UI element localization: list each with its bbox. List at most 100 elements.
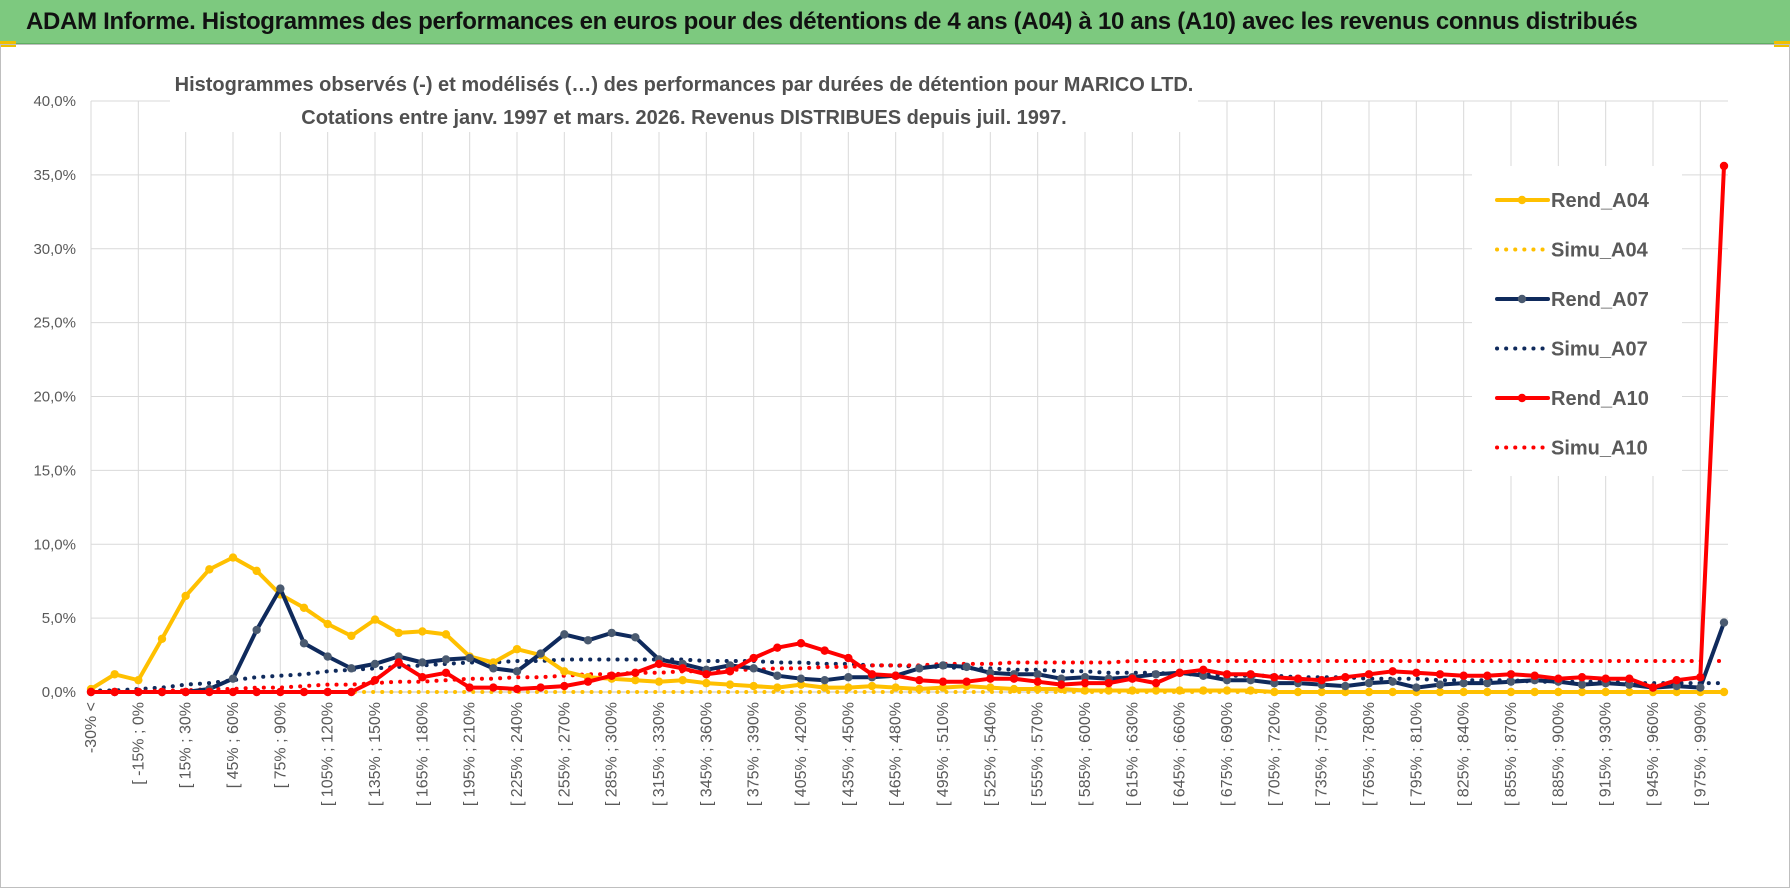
x-tick-label: [ 465% ; 480% <box>888 702 905 806</box>
x-tick-label: [ 45% ; 60% <box>225 702 242 788</box>
data-point-rend_a07 <box>1151 670 1161 679</box>
y-tick-label: 40,0% <box>33 93 76 110</box>
data-point-rend_a04 <box>1317 687 1326 697</box>
data-point-rend_a04 <box>1388 687 1397 697</box>
data-point-rend_a04 <box>110 670 119 679</box>
data-point-rend_a04 <box>1672 687 1681 697</box>
data-point-rend_a10 <box>1317 675 1326 685</box>
data-point-rend_a10 <box>86 687 96 697</box>
legend-label: Rend_A04 <box>1551 190 1650 212</box>
legend-label: Rend_A07 <box>1551 289 1649 311</box>
series-line-simu_a10 <box>89 659 1726 694</box>
data-point-rend_a07 <box>1270 678 1279 688</box>
data-point-rend_a04 <box>1033 684 1042 694</box>
data-point-rend_a07 <box>1388 677 1397 686</box>
legend-background <box>1472 166 1682 476</box>
data-point-rend_a07 <box>228 674 238 683</box>
x-tick-label: [ 255% ; 270% <box>556 702 573 806</box>
data-point-rend_a10 <box>631 668 640 677</box>
data-point-rend_a04 <box>252 566 261 576</box>
data-point-rend_a10 <box>1388 667 1397 676</box>
data-point-rend_a10 <box>560 681 569 691</box>
y-tick-label: 0,0% <box>42 684 76 701</box>
x-tick-label: [ 375% ; 390% <box>746 702 763 806</box>
data-point-rend_a07 <box>725 661 735 670</box>
data-point-rend_a04 <box>489 658 498 667</box>
x-tick-label: [ 915% ; 930% <box>1598 702 1615 806</box>
data-point-rend_a04 <box>654 677 664 686</box>
data-point-rend_a10 <box>1648 683 1658 692</box>
data-point-rend_a07 <box>1506 677 1516 686</box>
x-tick-label: [ 945% ; 960% <box>1645 702 1662 806</box>
data-point-rend_a07 <box>1459 678 1468 688</box>
x-tick-label: [ 405% ; 420% <box>793 702 810 806</box>
data-point-rend_a10 <box>844 653 853 663</box>
legend-item-rend_a10: Rend_A10 <box>1495 388 1649 410</box>
data-point-rend_a10 <box>299 687 309 697</box>
x-tick-label: [ 585% ; 600% <box>1077 702 1094 806</box>
data-point-rend_a10 <box>1270 673 1279 682</box>
x-tick-label: [ 975% ; 990% <box>1692 702 1709 806</box>
x-tick-label: [ -15% ; 0% <box>130 702 147 785</box>
legend-item-rend_a07: Rend_A07 <box>1495 289 1649 311</box>
y-tick-label: 20,0% <box>33 389 76 406</box>
data-point-rend_a10 <box>205 687 214 697</box>
data-point-rend_a04 <box>1080 686 1090 695</box>
data-point-rend_a04 <box>418 627 427 636</box>
chart-title-background <box>170 64 1198 132</box>
data-point-rend_a10 <box>1459 671 1468 680</box>
x-tick-label: [ 795% ; 810% <box>1408 702 1425 806</box>
x-tick-label: [ 675% ; 690% <box>1219 702 1236 806</box>
y-tick-label: 10,0% <box>33 536 76 553</box>
x-tick-label: -30% < <box>83 702 100 753</box>
data-point-rend_a04 <box>891 683 900 692</box>
data-point-rend_a10 <box>323 687 332 697</box>
legend: Rend_A04 Simu_A04 Rend_A07 Simu_A07 Rend_A10… <box>1495 190 1650 460</box>
data-point-rend_a07 <box>796 674 806 683</box>
legend-label: Rend_A10 <box>1551 388 1649 410</box>
data-point-rend_a07 <box>1222 675 1232 685</box>
data-point-rend_a04 <box>134 675 143 685</box>
data-point-rend_a07 <box>370 659 380 669</box>
data-point-rend_a07 <box>631 633 640 642</box>
data-point-rend_a10 <box>1341 673 1350 682</box>
legend-marker <box>1517 294 1527 304</box>
data-point-rend_a04 <box>181 591 190 601</box>
x-tick-label: [ 615% ; 630% <box>1124 702 1141 806</box>
data-point-rend_a04 <box>370 615 380 624</box>
data-point-rend_a04 <box>228 553 238 562</box>
x-tick-label: [ 285% ; 300% <box>604 702 621 806</box>
legend-item-simu_a07: Simu_A07 <box>1495 339 1648 361</box>
data-point-rend_a04 <box>1222 686 1232 695</box>
data-point-rend_a07 <box>1435 680 1445 689</box>
data-point-rend_a10 <box>725 667 735 676</box>
data-point-rend_a07 <box>749 664 758 673</box>
series-line-rend_a10 <box>89 164 1726 694</box>
data-point-rend_a04 <box>1506 687 1516 697</box>
data-point-rend_a10 <box>134 687 143 697</box>
data-point-rend_a10 <box>583 677 593 686</box>
data-point-rend_a07 <box>418 658 427 667</box>
data-point-rend_a07 <box>512 667 522 676</box>
legend-label: Simu_A10 <box>1551 438 1648 460</box>
data-point-rend_a04 <box>157 634 167 644</box>
y-tick-label: 30,0% <box>33 241 76 258</box>
data-point-rend_a10 <box>1364 670 1374 679</box>
data-point-rend_a04 <box>1270 687 1279 697</box>
x-axis-ticks: -30% < [ -15% ; 0% [ 15% ; 30% [ 45% ; 60% [… <box>83 702 1709 806</box>
data-point-rend_a10 <box>370 675 380 685</box>
data-point-rend_a04 <box>844 683 853 692</box>
data-point-rend_a07 <box>1199 671 1208 680</box>
data-point-rend_a04 <box>820 683 829 692</box>
data-point-rend_a07 <box>1033 670 1042 679</box>
data-point-rend_a10 <box>1151 678 1161 688</box>
data-point-rend_a04 <box>1625 687 1634 697</box>
x-tick-label: [ 855% ; 870% <box>1503 702 1520 806</box>
x-tick-label: [ 555% ; 570% <box>1030 702 1047 806</box>
grid-layer <box>90 100 1728 693</box>
data-point-rend_a10 <box>347 687 356 697</box>
data-point-rend_a10 <box>1246 670 1255 679</box>
data-point-rend_a04 <box>915 684 924 694</box>
data-point-rend_a04 <box>441 630 451 639</box>
data-point-rend_a10 <box>1530 671 1539 680</box>
